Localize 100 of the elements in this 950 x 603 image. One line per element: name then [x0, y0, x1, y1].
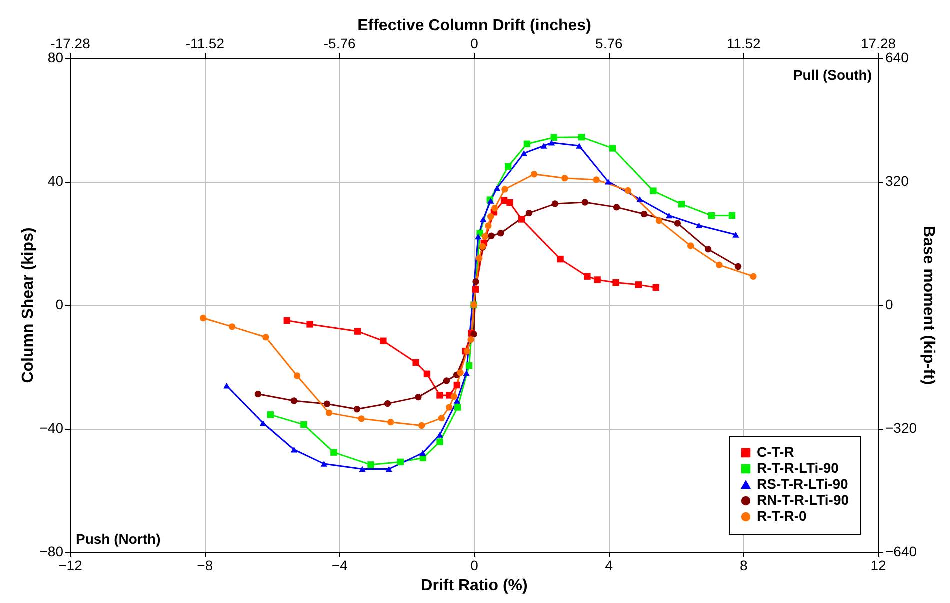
- point: [476, 255, 483, 262]
- x-tick-label: 0: [470, 558, 479, 574]
- x2-axis-title: Effective Column Drift (inches): [358, 18, 592, 34]
- x2-tick-label: 17.28: [860, 36, 896, 52]
- point: [550, 134, 558, 142]
- point: [254, 390, 262, 398]
- point: [267, 412, 274, 418]
- point: [294, 372, 301, 380]
- point: [494, 185, 501, 192]
- point: [436, 438, 444, 446]
- x2-tick-label: -11.52: [186, 36, 225, 52]
- legend-label: RN-T-R-LTi-90: [757, 492, 850, 508]
- point: [674, 220, 682, 227]
- point: [593, 176, 600, 184]
- x-tick-label: −4: [332, 558, 348, 574]
- x-axis-title: Drift Ratio (%): [421, 578, 528, 594]
- point: [260, 420, 267, 426]
- x2-tick-label: 0: [470, 36, 479, 52]
- point: [354, 406, 361, 413]
- point: [540, 143, 548, 149]
- y2-tick-label: 640: [886, 50, 910, 66]
- point: [641, 210, 648, 218]
- y2-tick-label: −320: [886, 420, 918, 436]
- point: [470, 330, 478, 338]
- point: [457, 370, 464, 376]
- point: [504, 163, 512, 170]
- point: [498, 230, 504, 237]
- point: [482, 233, 488, 240]
- point: [650, 188, 657, 194]
- point: [290, 398, 298, 404]
- point: [380, 338, 387, 344]
- point: [526, 210, 533, 217]
- legend-label: RS-T-R-LTi-90: [757, 476, 848, 492]
- point: [326, 410, 333, 416]
- point: [436, 392, 444, 399]
- point: [450, 393, 458, 400]
- point: [384, 400, 392, 408]
- point: [200, 314, 207, 322]
- x2-tick-label: 5.76: [596, 36, 624, 52]
- point: [687, 242, 694, 250]
- point: [300, 421, 308, 428]
- annotation: Push (North): [76, 531, 161, 547]
- point: [750, 273, 757, 280]
- point: [468, 336, 474, 344]
- point: [330, 449, 338, 456]
- point: [359, 466, 366, 472]
- point: [524, 140, 531, 148]
- point: [502, 186, 508, 193]
- point: [224, 382, 230, 389]
- point: [480, 216, 487, 222]
- point: [228, 324, 236, 330]
- point: [696, 222, 703, 229]
- point: [354, 328, 362, 335]
- point: [466, 362, 473, 370]
- point: [562, 175, 568, 182]
- point: [666, 212, 673, 219]
- point: [290, 446, 298, 453]
- y2-tick-label: 0: [886, 296, 894, 312]
- point: [436, 432, 444, 438]
- point: [604, 178, 612, 185]
- point: [557, 256, 564, 263]
- x-tick-label: 12: [870, 558, 886, 574]
- point: [506, 199, 514, 206]
- point: [446, 404, 453, 411]
- point: [656, 217, 663, 224]
- point: [609, 145, 616, 152]
- point: [548, 140, 556, 146]
- y-tick-label: −80: [40, 544, 64, 560]
- point: [488, 232, 495, 240]
- legend-label: R-T-R-0: [757, 508, 807, 524]
- point: [472, 286, 480, 293]
- point: [582, 199, 588, 206]
- point: [576, 143, 583, 149]
- legend-label: R-T-R-LTi-90: [757, 460, 840, 476]
- point: [284, 317, 291, 324]
- point: [386, 466, 393, 472]
- y2-tick-label: 320: [886, 173, 910, 189]
- point: [475, 234, 482, 240]
- point: [415, 394, 422, 401]
- point: [368, 462, 374, 468]
- point: [624, 187, 632, 194]
- point: [320, 461, 328, 467]
- x-tick-label: 4: [605, 558, 614, 574]
- point: [708, 212, 716, 220]
- point: [443, 378, 450, 384]
- y2-tick-label: −640: [886, 544, 918, 560]
- point: [397, 458, 404, 466]
- point: [636, 196, 644, 202]
- point: [463, 370, 470, 376]
- point: [652, 284, 660, 292]
- point: [454, 398, 461, 404]
- y2-axis-title: Base moment (kip-ft): [920, 226, 938, 386]
- x2-tick-label: -17.28: [50, 36, 91, 52]
- point: [520, 150, 528, 156]
- y-tick-label: 40: [48, 173, 64, 189]
- point: [387, 418, 394, 426]
- point: [518, 216, 526, 223]
- point: [438, 414, 446, 422]
- y-tick-label: 80: [48, 50, 64, 66]
- point: [613, 204, 620, 211]
